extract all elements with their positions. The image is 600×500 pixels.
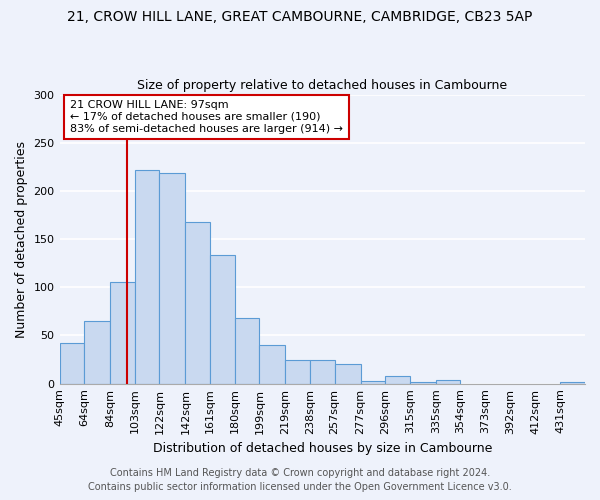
Title: Size of property relative to detached houses in Cambourne: Size of property relative to detached ho… bbox=[137, 79, 508, 92]
Text: 21, CROW HILL LANE, GREAT CAMBOURNE, CAMBRIDGE, CB23 5AP: 21, CROW HILL LANE, GREAT CAMBOURNE, CAM… bbox=[67, 10, 533, 24]
Text: 21 CROW HILL LANE: 97sqm
← 17% of detached houses are smaller (190)
83% of semi-: 21 CROW HILL LANE: 97sqm ← 17% of detach… bbox=[70, 100, 343, 134]
X-axis label: Distribution of detached houses by size in Cambourne: Distribution of detached houses by size … bbox=[152, 442, 492, 455]
Bar bbox=[436, 380, 460, 384]
Bar bbox=[259, 345, 285, 384]
Bar bbox=[84, 321, 110, 384]
Bar bbox=[235, 318, 259, 384]
Bar bbox=[59, 343, 84, 384]
Bar bbox=[160, 172, 185, 384]
Bar bbox=[110, 282, 135, 384]
Bar bbox=[560, 382, 585, 384]
Y-axis label: Number of detached properties: Number of detached properties bbox=[15, 140, 28, 338]
Text: Contains HM Land Registry data © Crown copyright and database right 2024.
Contai: Contains HM Land Registry data © Crown c… bbox=[88, 468, 512, 492]
Bar bbox=[210, 254, 235, 384]
Bar bbox=[310, 360, 335, 384]
Bar bbox=[335, 364, 361, 384]
Bar bbox=[385, 376, 410, 384]
Bar bbox=[285, 360, 310, 384]
Bar bbox=[361, 381, 385, 384]
Bar bbox=[135, 170, 160, 384]
Bar bbox=[410, 382, 436, 384]
Bar bbox=[185, 222, 210, 384]
